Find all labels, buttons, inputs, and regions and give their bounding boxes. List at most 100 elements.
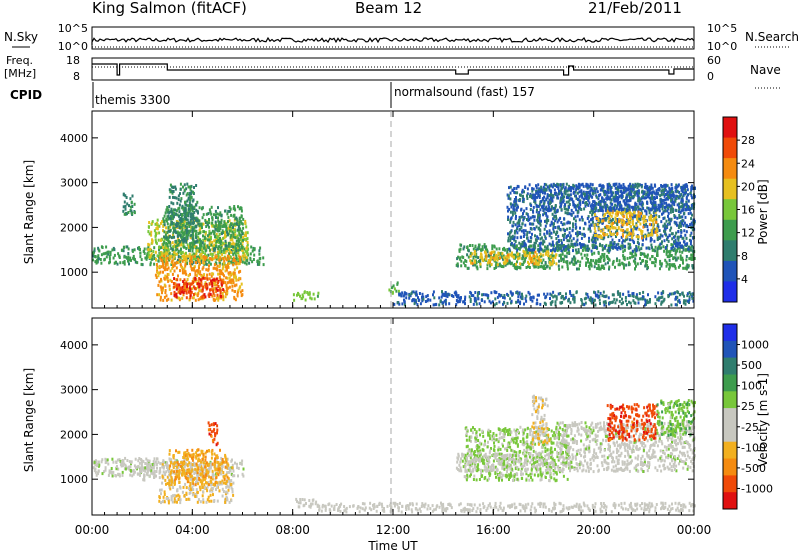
power-region-4-cell (167, 226, 169, 229)
power-region-12-cell (511, 224, 513, 227)
power-region-10-cell (565, 260, 567, 263)
power-region-10-cell (558, 268, 560, 271)
power-region-10-cell (666, 253, 668, 256)
power-region-13-cell (632, 228, 634, 231)
power-region-12-cell (617, 243, 619, 246)
power-region-14-cell (645, 196, 647, 199)
power-region-10-cell (590, 262, 592, 265)
power-region-3-cell (223, 221, 225, 224)
power-region-1-cell (113, 257, 115, 260)
power-region-5-cell (164, 278, 166, 281)
power-region-14-cell (645, 183, 647, 186)
power-region-14-cell (597, 203, 599, 206)
power-region-12-cell (570, 234, 572, 237)
power-region-7-cell (301, 297, 303, 300)
power-region-14-cell (557, 209, 559, 212)
power-region-12-cell (569, 203, 571, 206)
power-region-3-cell (234, 236, 236, 239)
power-region-12-cell (560, 247, 562, 250)
power-region-10-cell (509, 261, 511, 264)
power-region-3-cell (169, 244, 171, 247)
power-region-10-cell (467, 245, 469, 248)
power-region-5-cell (223, 265, 225, 268)
power-region-6-cell (220, 295, 222, 298)
power-region-10-cell (537, 266, 539, 269)
power-region-12-cell (526, 237, 528, 240)
power-region-12-cell (560, 239, 562, 242)
power-region-12-cell (513, 221, 515, 224)
power-region-12-cell (550, 249, 552, 252)
power-region-10-cell (624, 249, 626, 252)
power-region-2-cell (247, 231, 249, 234)
power-region-2-cell (158, 225, 160, 228)
power-region-5-cell (229, 276, 231, 279)
power-region-12-cell (617, 204, 619, 207)
power-region-10-cell (569, 262, 571, 265)
power-region-7-cell (313, 293, 315, 296)
power-region-10-cell (564, 255, 566, 258)
power-region-12-cell (555, 215, 557, 218)
power-region-10-cell (477, 248, 479, 251)
power-region-2-cell (185, 252, 187, 255)
power-region-9-cell (414, 302, 416, 305)
power-region-4-cell (190, 212, 192, 215)
power-region-4-cell (180, 230, 182, 233)
power-region-10-cell (491, 244, 493, 247)
power-region-2-cell (157, 219, 159, 222)
power-region-1-cell (104, 258, 106, 261)
power-region-13-cell (594, 213, 596, 216)
power-region-12-cell (508, 248, 510, 251)
power-region-12-cell (634, 248, 636, 251)
power-region-2-cell (217, 235, 219, 238)
power-region-12-cell (508, 194, 510, 197)
power-region-12-cell (679, 222, 681, 225)
power-region-4-cell (170, 184, 172, 187)
power-region-10-cell (640, 247, 642, 250)
power-region-10-cell (690, 254, 692, 257)
power-region-5-cell (216, 269, 218, 272)
power-region-6-cell (198, 285, 200, 288)
power-region-12-cell (688, 212, 690, 215)
power-region-10-cell (460, 264, 462, 267)
power-region-12-cell (665, 202, 667, 205)
power-region-2-cell (160, 239, 162, 242)
power-region-10-cell (627, 257, 629, 260)
power-region-12-cell (568, 206, 570, 209)
power-region-13-cell (602, 228, 604, 231)
power-region-12-cell (531, 228, 533, 231)
power-region-1-cell (121, 249, 123, 252)
power-region-9-cell (427, 294, 429, 297)
power-region-10-cell (625, 264, 627, 267)
power-region-14-cell (651, 197, 653, 200)
power-region-5-cell (171, 299, 173, 302)
power-region-14-cell (680, 205, 682, 208)
power-region-12-cell (575, 184, 577, 187)
power-region-3-cell (217, 229, 219, 232)
nsky-frame (92, 27, 694, 49)
power-region-1-cell (254, 247, 256, 250)
power-region-4-cell (197, 210, 199, 213)
power-region-3-cell (207, 234, 209, 237)
power-region-12-cell (563, 223, 565, 226)
power-region-12-cell (670, 211, 672, 214)
power-region-12-cell (514, 223, 516, 226)
power-region-1-cell (192, 250, 194, 253)
power-region-12-cell (512, 244, 514, 247)
power-region-12-cell (651, 238, 653, 241)
power-region-4-cell (188, 186, 190, 189)
power-region-10-cell (599, 268, 601, 271)
power-region-4-cell (170, 201, 172, 204)
power-region-12-cell (601, 244, 603, 247)
power-region-4-cell (178, 207, 180, 210)
power-region-4-cell (178, 215, 180, 218)
power-region-12-cell (566, 183, 568, 186)
power-region-9-cell (473, 303, 475, 306)
power-region-12-cell (588, 220, 590, 223)
power-region-12-cell (520, 246, 522, 249)
power-region-13-cell (616, 232, 618, 235)
power-region-12-cell (671, 218, 673, 221)
power-region-3-cell (172, 248, 174, 251)
power-region-12-cell (527, 231, 529, 234)
power-region-12-cell (547, 246, 549, 249)
power-region-12-cell (680, 231, 682, 234)
